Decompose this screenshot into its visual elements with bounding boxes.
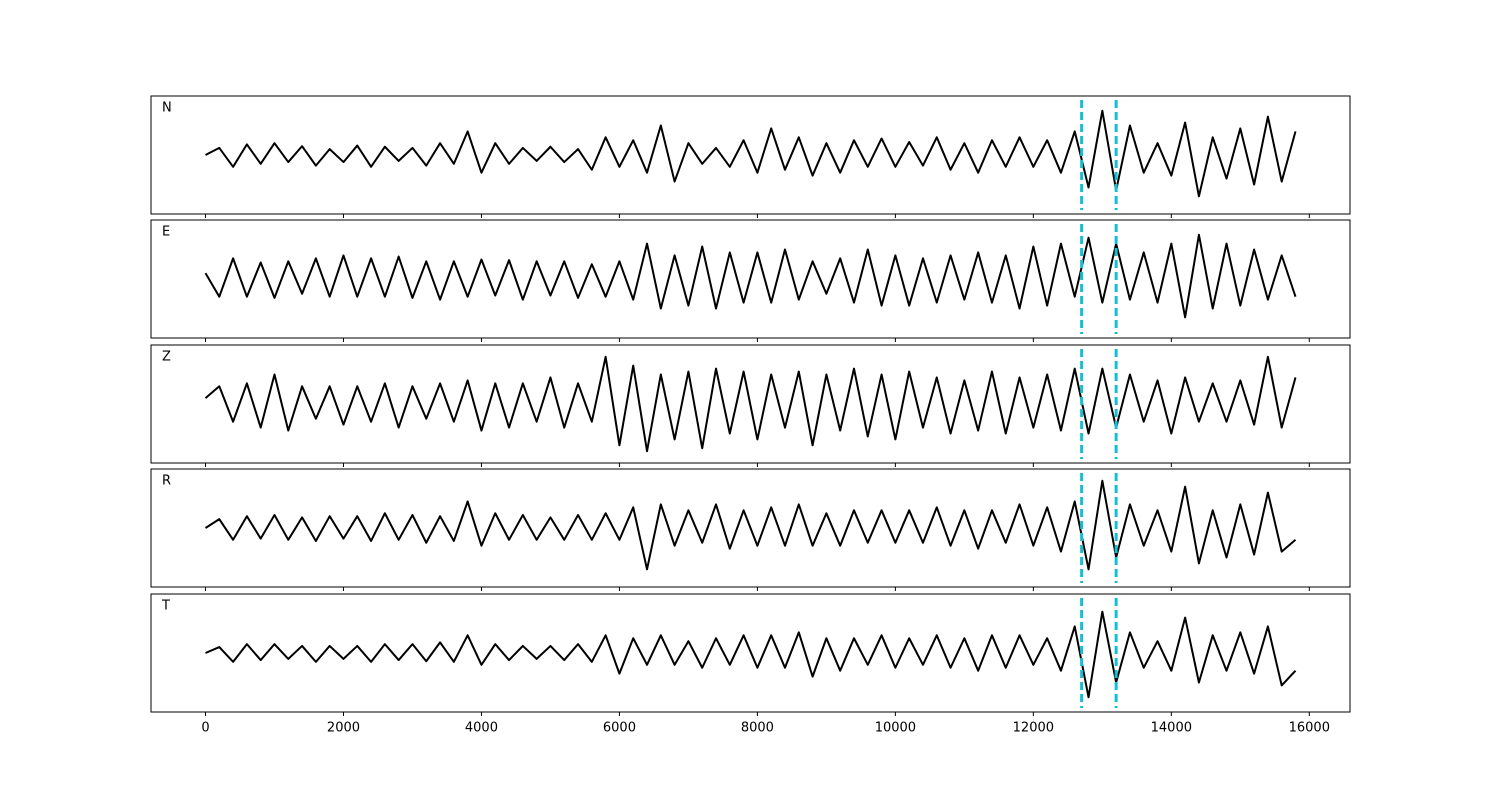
x-tick-label: 14000 — [1151, 721, 1192, 736]
waveform — [204, 233, 1297, 319]
panel-frame — [150, 593, 1351, 713]
channel-label: Z — [162, 350, 171, 365]
channel-label: E — [162, 225, 170, 240]
x-tick-label: 0 — [201, 721, 209, 736]
waveform — [205, 109, 1297, 198]
waveform — [204, 355, 1297, 453]
channel-label: R — [162, 474, 171, 489]
panel-frame — [150, 468, 1351, 588]
x-tick-label: 12000 — [1013, 721, 1054, 736]
x-tick-label: 6000 — [603, 721, 636, 736]
x-tick-label: 2000 — [327, 721, 360, 736]
panel-frame — [150, 344, 1351, 464]
waveform — [204, 479, 1297, 571]
channel-label: T — [161, 599, 170, 614]
channel-label: N — [162, 101, 172, 116]
x-tick-label: 4000 — [465, 721, 498, 736]
x-tick-label: 8000 — [741, 721, 774, 736]
panel-frame — [150, 95, 1351, 215]
x-tick-label: 16000 — [1289, 721, 1330, 736]
panel-frame — [150, 219, 1351, 339]
x-tick-label: 10000 — [875, 721, 916, 736]
waveform — [205, 610, 1297, 699]
